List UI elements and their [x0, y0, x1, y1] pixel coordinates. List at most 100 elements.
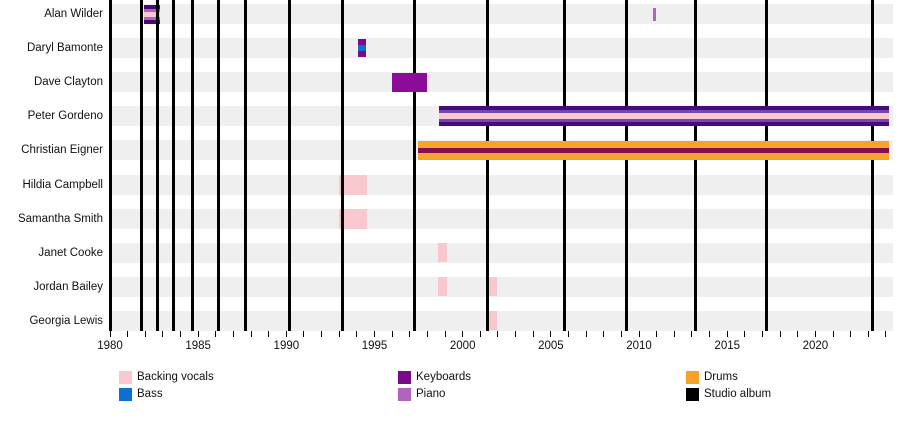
row-track: [110, 276, 893, 297]
axis-tick: [497, 331, 499, 337]
role-stripe-backing_vocals: [438, 243, 447, 263]
member-bar-peter-gordeno: [438, 106, 890, 127]
album-line: [764, 0, 768, 331]
row-track: [110, 310, 893, 331]
album-line: [341, 0, 345, 331]
role-stripe-keyboards: [357, 39, 366, 46]
album-line: [156, 0, 160, 331]
legend-swatch-bass: [119, 388, 132, 401]
member-name: Janet Cooke: [38, 246, 103, 259]
legend-label-keyboards: Keyboards: [416, 371, 471, 383]
album-line: [871, 0, 875, 331]
axis-tick: [585, 331, 587, 337]
axis-tick: [797, 331, 799, 337]
axis-tick-label: 2000: [449, 340, 476, 352]
row-track: [110, 174, 893, 195]
row-track: [110, 4, 893, 24]
axis-tick: [162, 331, 164, 337]
axis-tick: [550, 331, 552, 337]
album-line: [171, 0, 175, 331]
axis-tick: [285, 331, 287, 337]
album-line: [485, 0, 489, 331]
row-track: [110, 208, 893, 229]
role-stripe-backing_vocals: [144, 11, 161, 17]
member-bar-georgia-lewis: [489, 311, 498, 331]
axis-tick: [391, 331, 393, 337]
axis-tick: [479, 331, 481, 337]
member-name: Peter Gordeno: [27, 110, 103, 123]
role-stripe-backing_vocals: [438, 113, 890, 120]
plot-left-border: [108, 0, 112, 331]
axis-tick-label: 2010: [626, 340, 652, 352]
role-stripe-backing_vocals: [438, 277, 447, 297]
album-line: [216, 0, 220, 331]
legend-swatch-drums: [686, 371, 699, 384]
axis-tick: [409, 331, 411, 337]
member-name: Samantha Smith: [17, 212, 103, 225]
role-stripe-piano_violet: [438, 110, 890, 114]
axis-tick: [867, 331, 869, 337]
axis-tick: [374, 331, 376, 337]
legend-label-studio_album: Studio album: [704, 388, 772, 400]
legend-label-backing_vocals: Backing vocals: [137, 371, 214, 383]
member-name: Daryl Bamonte: [26, 42, 103, 55]
axis-tick: [709, 331, 711, 337]
axis-tick: [726, 331, 728, 337]
role-stripe-backing_vocals: [339, 208, 368, 229]
role-stripe-keyboards: [357, 50, 366, 58]
row-track: [110, 242, 893, 263]
role-stripe-piano: [653, 7, 656, 21]
role-stripe-keyboards_dark: [144, 4, 161, 9]
axis-tick: [568, 331, 569, 337]
legend-swatch-backing_vocals: [119, 371, 132, 384]
row-track: [110, 38, 893, 59]
axis-tick: [814, 331, 816, 337]
role-stripe-keyboards_dark: [438, 106, 890, 111]
axis-tick: [656, 331, 658, 337]
axis-tick: [321, 331, 323, 337]
role-stripe-drums: [417, 153, 890, 160]
album-line: [244, 0, 248, 331]
role-stripe-keyboards_dark: [144, 19, 161, 24]
legend-label-piano: Piano: [416, 388, 446, 400]
album-line: [140, 0, 144, 331]
role-stripe-keyboards_bright: [392, 72, 428, 92]
axis-tick: [603, 331, 605, 337]
member-bar-hildia-campbell: [339, 174, 368, 195]
legend-label-drums: Drums: [704, 371, 738, 383]
axis-tick: [779, 331, 781, 337]
axis-tick-label: 1990: [273, 340, 300, 352]
member-name: Jordan Bailey: [33, 280, 103, 293]
album-line: [190, 0, 194, 331]
axis-tick: [850, 331, 852, 337]
legend-label-bass: Bass: [137, 388, 163, 400]
axis-tick: [638, 331, 640, 337]
axis-tick: [356, 331, 358, 337]
member-bar-christian-eigner: [417, 140, 890, 160]
member-bar-dave-clayton: [392, 72, 428, 92]
axis-tick-label: 2005: [538, 340, 564, 352]
axis-tick: [250, 331, 252, 337]
row-track: [110, 72, 893, 93]
member-bar-alan-wilder: [144, 4, 161, 24]
member-name: Dave Clayton: [33, 76, 103, 89]
member-name: Alan Wilder: [44, 8, 103, 20]
member-bar-samantha-smith: [339, 208, 368, 229]
member-bar-janet-cooke: [438, 243, 447, 263]
axis-tick: [109, 331, 111, 337]
axis-tick: [197, 331, 199, 337]
member-name: Hildia Campbell: [22, 178, 103, 191]
axis-tick: [215, 331, 217, 337]
member-bar-jordan-bailey: [438, 277, 447, 297]
member-bar-alan-wilder: [653, 7, 656, 21]
axis-tick: [268, 331, 270, 337]
role-stripe-piano: [144, 16, 161, 20]
role-stripe-piano: [144, 8, 161, 12]
axis-tick-label: 2015: [714, 340, 741, 352]
axis-tick-label: 1985: [185, 340, 211, 352]
album-line: [413, 0, 417, 331]
role-stripe-piano_violet: [438, 119, 890, 123]
axis-tick: [691, 331, 693, 337]
album-line: [563, 0, 567, 331]
